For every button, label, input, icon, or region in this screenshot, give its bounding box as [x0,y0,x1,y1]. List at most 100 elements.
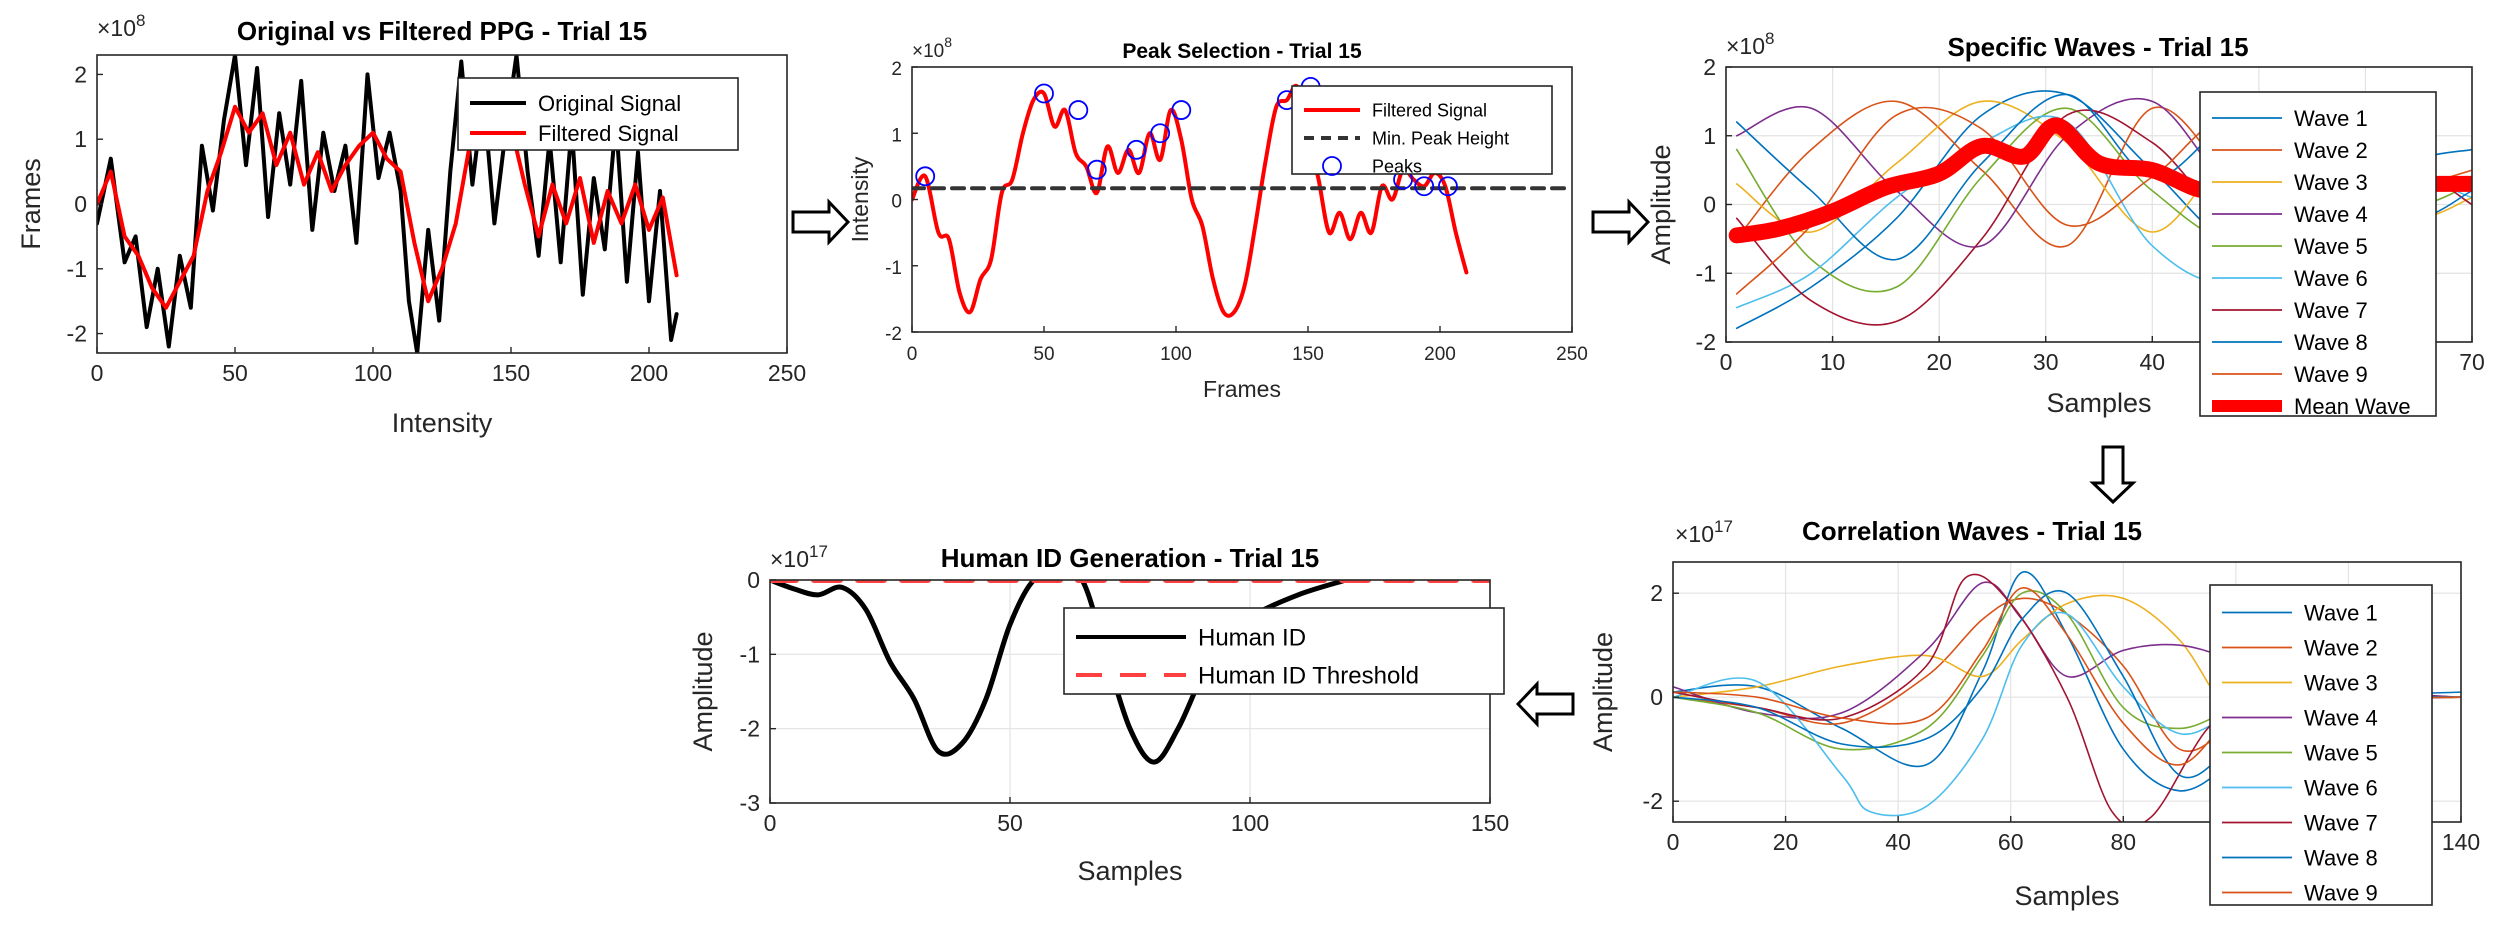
arrow-down [2089,445,2137,505]
y-exponent: ×1017 [770,542,828,572]
legend-swatch [1322,156,1342,176]
legend-label: Filtered Signal [538,121,679,146]
x-tick-label: 140 [2442,829,2480,855]
y-tick-label: -2 [1696,329,1716,355]
y-tick-label: 0 [1703,192,1716,218]
x-tick-label: 0 [907,344,918,365]
legend-box [1063,607,1505,695]
legend-label: Wave 3 [2304,670,2378,695]
peak-marker [1438,176,1458,197]
y-axis-label: Amplitude [688,631,718,751]
x-tick-label: 250 [768,360,806,386]
y-exponent: ×1017 [1675,517,1733,547]
y-tick-label: 1 [74,126,87,152]
peak-marker [1414,176,1435,197]
arrow-right-2 [1591,198,1651,246]
legend-box [2199,91,2437,417]
x-tick-label: 250 [1556,344,1588,365]
chart-title: Peak Selection - Trial 15 [1122,40,1362,63]
y-tick-label: 0 [747,567,760,593]
chart-title: Human ID Generation - Trial 15 [941,543,1320,573]
y-tick-label: 0 [74,191,87,217]
legend-box [2209,584,2433,906]
y-tick-label: -2 [67,321,87,347]
x-tick-label: 100 [354,360,392,386]
y-tick-label: 0 [891,192,902,213]
x-tick-label: 80 [2110,829,2136,855]
y-tick-label: 0 [1650,684,1663,710]
legend: Wave 1 Wave 2 Wave 3 Wave 4 Wave 5 Wave 6 Wave… [2199,91,2437,419]
legend: Wave 1 Wave 2 Wave 3 Wave 4 Wave 5 Wave 6 Wave… [2209,584,2433,906]
y-tick-label: -2 [885,324,902,345]
legend-label: Filtered Signal [1372,100,1487,120]
legend-label: Wave 1 [2294,106,2368,131]
x-tick-label: 100 [1231,810,1269,836]
peak-marker [1086,159,1107,180]
y-tick-label: -1 [67,256,87,282]
x-tick-label: 0 [764,810,777,836]
series-line-original-signal [97,55,679,353]
chart-title: Correlation Waves - Trial 15 [1802,516,2142,546]
y-tick-label: 1 [1703,123,1716,149]
y-tick-label: -1 [740,641,760,667]
chart-2: 0 50 100 150 200 250 -2 -1 0 1 2 ×108 Peak Selection… [847,34,1588,402]
x-tick-label: 100 [1160,344,1192,365]
x-tick-label: 200 [630,360,668,386]
peak-marker [1171,100,1192,120]
x-tick-label: 0 [91,360,104,386]
series-line-filtered-signal [912,83,1469,318]
y-axis-label: Intensity [847,156,873,242]
series-line-filtered-signal [97,98,679,310]
peak-marker [1126,139,1147,160]
peak-marker [1150,123,1171,144]
legend-label: Wave 8 [2304,845,2378,870]
chart-title: Specific Waves - Trial 15 [1947,32,2248,62]
legend-label: Wave 5 [2304,740,2378,765]
series-group [912,76,1572,318]
x-tick-label: 20 [1773,829,1799,855]
legend-label: Wave 2 [2294,138,2368,163]
y-exponent: ×108 [97,11,145,41]
y-tick-label: 2 [74,61,87,87]
x-tick-label: 40 [2139,349,2165,375]
legend-label: Mean Wave [2294,394,2411,419]
x-tick-label: 30 [2033,349,2059,375]
legend-label: Wave 4 [2304,705,2378,730]
x-tick-label: 10 [1820,349,1846,375]
y-tick-label: 1 [891,125,902,146]
legend-box [1291,85,1553,175]
x-tick-label: 50 [997,810,1023,836]
x-tick-label: 20 [1926,349,1952,375]
y-tick-label: -1 [885,258,902,279]
x-axis-label: Frames [1203,376,1281,402]
chart-5: 0 50 100 150 -3 -2 -1 0 ×1017 Human ID Generation… [688,542,1509,886]
x-tick-label: 50 [1033,344,1054,365]
x-axis-label: Samples [2014,881,2119,911]
y-tick-label: -2 [1643,788,1663,814]
peak-marker [915,166,936,187]
y-axis-label: Amplitude [1646,144,1676,264]
legend: Filtered Signal Min. Peak Height Peaks [1291,85,1553,176]
legend-label: Peaks [1372,156,1422,176]
legend-label: Wave 6 [2304,775,2378,800]
legend-label: Wave 9 [2294,362,2368,387]
legend-label: Wave 5 [2294,234,2368,259]
x-tick-label: 0 [1667,829,1680,855]
legend-label: Wave 7 [2304,810,2378,835]
y-exponent: ×108 [1726,29,1774,59]
legend-label: Min. Peak Height [1372,128,1509,148]
x-tick-label: 200 [1424,344,1456,365]
arrow-left [1515,680,1575,728]
peak-marker [1068,100,1089,120]
legend-label: Original Signal [538,91,681,116]
x-tick-label: 70 [2459,349,2485,375]
legend-label: Wave 6 [2294,266,2368,291]
axes-box [1672,561,2462,823]
y-tick-label: 2 [1703,54,1716,80]
x-tick-label: 150 [1471,810,1509,836]
x-axis-label: Samples [1077,856,1182,886]
x-tick-label: 50 [222,360,248,386]
legend-label: Wave 2 [2304,635,2378,660]
